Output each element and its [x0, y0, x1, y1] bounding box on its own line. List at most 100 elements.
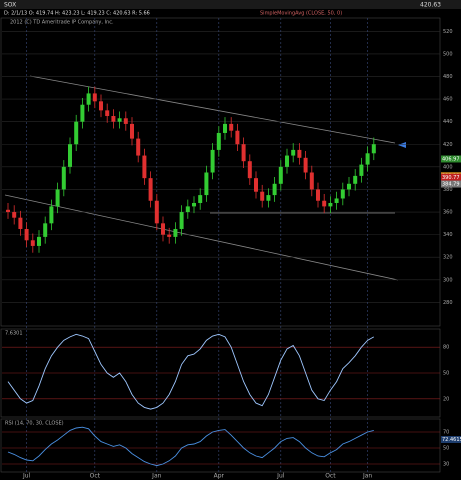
y-tick-label: 460: [443, 97, 453, 103]
arrow: [398, 142, 406, 148]
y-tick-label: 20: [443, 396, 449, 402]
candle-body: [18, 217, 23, 229]
x-tick-label: Apr: [214, 473, 225, 480]
candle-body: [260, 191, 265, 201]
candle-body: [130, 123, 134, 139]
value-box: [441, 436, 461, 443]
candle-body: [235, 130, 240, 145]
candle-body: [328, 203, 333, 207]
candle-body: [334, 198, 339, 203]
candle-body: [322, 200, 327, 207]
candle-body: [148, 178, 153, 201]
x-tick-label: Jan: [362, 473, 372, 480]
candle-body: [43, 223, 48, 237]
candle-body: [285, 155, 289, 167]
candle-body: [99, 101, 103, 111]
y-tick-label: 50: [443, 446, 449, 452]
candle-body: [74, 121, 79, 145]
candle-body: [142, 155, 147, 179]
candle-body: [123, 118, 128, 124]
copyright: 2012 (C) TD Ameritrade IP Company, Inc.: [10, 20, 114, 26]
candle-body: [161, 223, 165, 235]
level-label: 390.77: [442, 175, 460, 181]
y-tick-label: 340: [443, 232, 453, 238]
x-tick-label: Jul: [22, 473, 31, 480]
panel-value: 72.4615: [442, 437, 461, 443]
candle-body: [340, 189, 345, 199]
candle-body: [254, 178, 258, 192]
candle-body: [353, 175, 358, 184]
level-label: 384.79: [442, 182, 460, 188]
quote: D: 2/1/13 O: 419.74 H: 423.23 L: 419.23 …: [4, 11, 150, 17]
x-tick-label: Oct: [90, 473, 101, 480]
candle-body: [371, 144, 376, 154]
candle-body: [229, 123, 234, 131]
candle-body: [6, 209, 10, 213]
candle-body: [210, 149, 215, 173]
candle-body: [136, 138, 141, 156]
trendlines: [4, 75, 399, 281]
candle-body: [303, 157, 308, 173]
candle-body: [223, 123, 227, 133]
y-tick-label: 480: [443, 74, 453, 80]
candle-body: [12, 212, 17, 218]
candle-body: [347, 183, 351, 190]
candle-body: [198, 195, 203, 203]
candle-body: [24, 228, 29, 241]
y-tick-label: 280: [443, 300, 453, 306]
level-box: [441, 155, 461, 163]
candle-body: [105, 110, 110, 117]
candle-body: [241, 144, 246, 162]
y-tick-label: 30: [443, 462, 449, 468]
study-label: SimpleMovingAvg (CLOSE, 50, 0): [260, 11, 342, 17]
y-tick-label: 80: [443, 345, 449, 351]
candle-body: [92, 93, 97, 102]
candle-body: [117, 118, 122, 122]
x-tick-label: Oct: [325, 473, 336, 480]
y-tick-label: 420: [443, 142, 453, 148]
candle-body: [173, 228, 178, 237]
y-tick-label: 320: [443, 255, 453, 261]
y-tick-label: 380: [443, 187, 453, 193]
candle-body: [154, 200, 159, 224]
candle-body: [297, 149, 302, 158]
panel-title: RSI (14, 70, 30, CLOSE): [5, 421, 64, 427]
y-tick-label: 440: [443, 119, 453, 125]
candle-body: [86, 93, 91, 105]
y-tick-label: 300: [443, 277, 453, 283]
y-tick-label: 500: [443, 51, 453, 57]
candle-body: [309, 172, 314, 190]
level-box: [441, 180, 461, 188]
candle-body: [68, 144, 72, 167]
candle-body: [272, 183, 277, 196]
candle-body: [359, 164, 364, 176]
candle-body: [365, 153, 370, 165]
y-tick-label: 400: [443, 164, 453, 170]
y-tick-label: 520: [443, 29, 453, 35]
candle-body: [185, 206, 190, 213]
toolbar: [0, 0, 461, 9]
y-tick-label: 360: [443, 210, 453, 216]
candle-body: [30, 240, 35, 246]
candle-body: [167, 234, 172, 237]
candle-body: [266, 195, 271, 201]
x-tick-label: Jan: [151, 473, 161, 480]
candle-body: [61, 166, 66, 190]
candle-body: [247, 161, 252, 179]
level-label: 406.97: [442, 156, 460, 162]
candle-body: [80, 104, 85, 122]
candle-body: [55, 189, 60, 207]
last-price: 420.63: [420, 2, 441, 9]
panel-title: 7.6301: [5, 331, 23, 337]
line-series: [7, 333, 375, 410]
candle-body: [316, 189, 320, 201]
candle-body: [278, 166, 283, 184]
x-tick-label: Jul: [276, 473, 285, 480]
candle-body: [291, 149, 296, 156]
candle-body: [111, 116, 116, 122]
level-box: [441, 173, 461, 181]
symbol: SOX: [4, 2, 16, 9]
candle-body: [179, 212, 184, 229]
candle-body: [37, 236, 41, 246]
